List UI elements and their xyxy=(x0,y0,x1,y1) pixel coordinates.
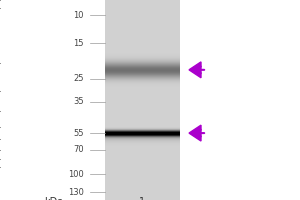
Polygon shape xyxy=(189,125,201,141)
Text: 25: 25 xyxy=(74,74,84,83)
Text: 35: 35 xyxy=(74,97,84,106)
Text: 10: 10 xyxy=(74,11,84,20)
Text: 130: 130 xyxy=(68,188,84,197)
Polygon shape xyxy=(189,62,201,78)
Text: 55: 55 xyxy=(74,129,84,138)
Text: 15: 15 xyxy=(74,39,84,48)
Text: 1: 1 xyxy=(140,197,146,200)
Text: 100: 100 xyxy=(68,170,84,179)
Text: kDa: kDa xyxy=(44,197,64,200)
Text: 70: 70 xyxy=(74,145,84,154)
